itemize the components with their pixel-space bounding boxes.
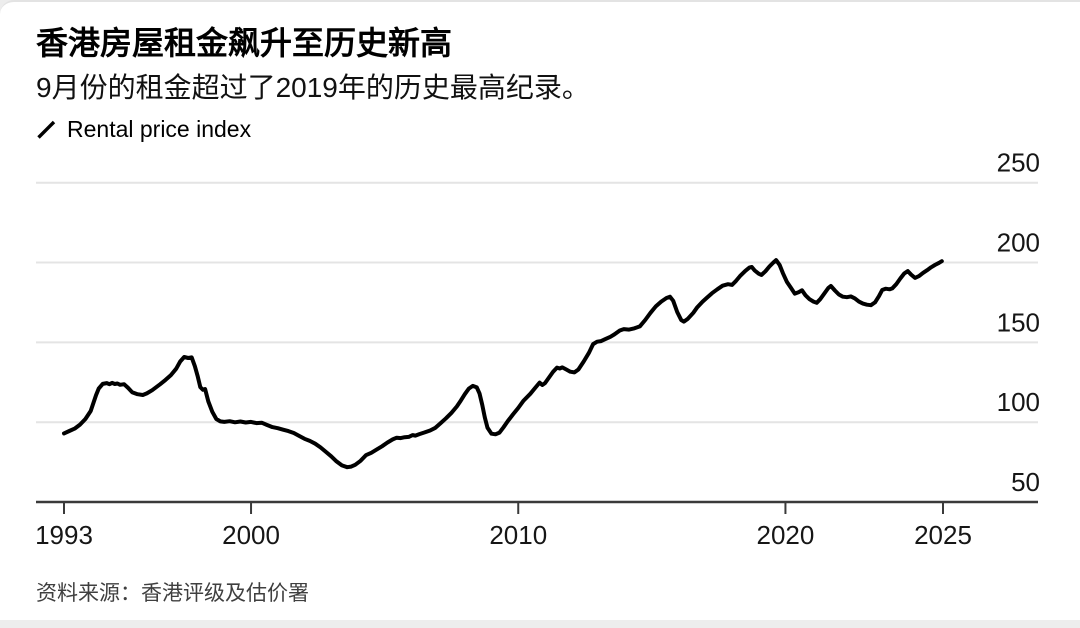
- y-axis-label: 100: [997, 387, 1040, 417]
- source-note: 资料来源：香港评级及估价署: [36, 582, 309, 605]
- page-subtitle: 9月份的租金超过了2019年的历史最高纪录。: [36, 72, 590, 103]
- page-title: 香港房屋租金飙升至历史新高: [36, 25, 453, 61]
- y-axis-label: 50: [1011, 467, 1040, 497]
- rental-price-line: [62, 258, 944, 470]
- legend-label: Rental price index: [67, 116, 252, 142]
- x-axis-label: 1993: [35, 520, 93, 550]
- x-axis-label: 2025: [914, 520, 972, 550]
- line-series-slash-icon: [37, 120, 56, 139]
- x-axis-label: 2000: [222, 520, 280, 550]
- x-axis-label: 2010: [489, 520, 547, 550]
- y-axis-label: 200: [997, 228, 1040, 258]
- y-axis-label: 250: [997, 148, 1040, 178]
- legend: Rental price index: [36, 116, 251, 143]
- x-axis-label: 2020: [757, 520, 815, 550]
- y-axis-label: 150: [997, 307, 1040, 337]
- rental-price-index-chart: 250 200 150 100 50 1993 2000 2010 2020 2025: [35, 148, 1040, 550]
